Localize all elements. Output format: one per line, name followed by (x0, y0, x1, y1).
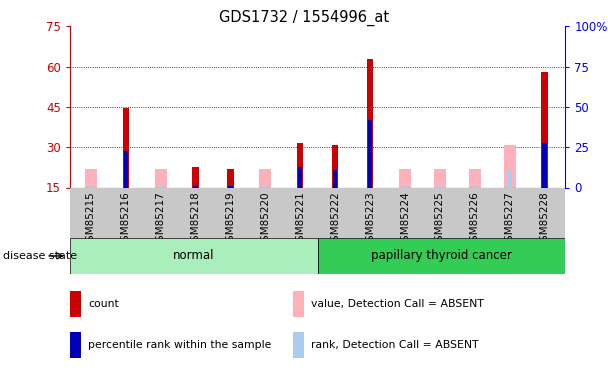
Bar (85, 169, 97, 188)
Bar (70, 291, 81, 317)
Text: GSM85216: GSM85216 (121, 192, 131, 248)
Bar (70, 238, 317, 274)
Text: GSM85221: GSM85221 (295, 192, 305, 248)
Bar (298, 167, 302, 188)
Bar (297, 143, 303, 188)
Bar (123, 108, 129, 188)
Bar (434, 169, 446, 188)
Bar (159, 186, 163, 188)
Bar (367, 58, 373, 188)
Text: GSM85222: GSM85222 (330, 192, 340, 248)
Text: GSM85226: GSM85226 (470, 192, 480, 248)
Bar (70, 332, 81, 358)
Text: percentile rank within the sample: percentile rank within the sample (88, 340, 272, 350)
Bar (368, 120, 372, 188)
Text: GDS1732 / 1554996_at: GDS1732 / 1554996_at (219, 9, 389, 26)
Bar (403, 186, 407, 188)
Text: papillary thyroid cancer: papillary thyroid cancer (371, 249, 512, 262)
Bar (438, 186, 442, 188)
Bar (263, 186, 268, 188)
Text: normal: normal (173, 249, 215, 262)
Bar (227, 169, 233, 188)
Bar (542, 143, 547, 188)
Bar (332, 144, 338, 188)
Bar (333, 170, 337, 188)
Bar (503, 144, 516, 188)
Bar (154, 169, 167, 188)
Text: GSM85219: GSM85219 (226, 192, 235, 248)
Text: disease state: disease state (3, 251, 77, 261)
Text: GSM85227: GSM85227 (505, 192, 514, 248)
Text: rank, Detection Call = ABSENT: rank, Detection Call = ABSENT (311, 340, 479, 350)
Bar (508, 170, 512, 188)
Text: count: count (88, 299, 119, 309)
Text: GSM85215: GSM85215 (86, 192, 96, 248)
Bar (259, 169, 271, 188)
Text: value, Detection Call = ABSENT: value, Detection Call = ABSENT (311, 299, 484, 309)
Text: GSM85228: GSM85228 (539, 192, 550, 248)
Text: GSM85220: GSM85220 (260, 192, 271, 248)
Text: GSM85223: GSM85223 (365, 192, 375, 248)
Bar (229, 186, 232, 188)
Bar (193, 186, 198, 188)
Bar (317, 238, 565, 274)
Text: GSM85217: GSM85217 (156, 192, 165, 248)
Bar (293, 291, 304, 317)
Bar (399, 169, 411, 188)
Bar (472, 186, 477, 188)
Bar (123, 151, 128, 188)
Text: GSM85224: GSM85224 (400, 192, 410, 248)
Bar (293, 332, 304, 358)
Bar (541, 72, 548, 188)
Bar (89, 186, 93, 188)
Bar (192, 167, 199, 188)
Text: GSM85225: GSM85225 (435, 192, 445, 248)
Bar (469, 169, 481, 188)
Text: GSM85218: GSM85218 (190, 192, 201, 248)
